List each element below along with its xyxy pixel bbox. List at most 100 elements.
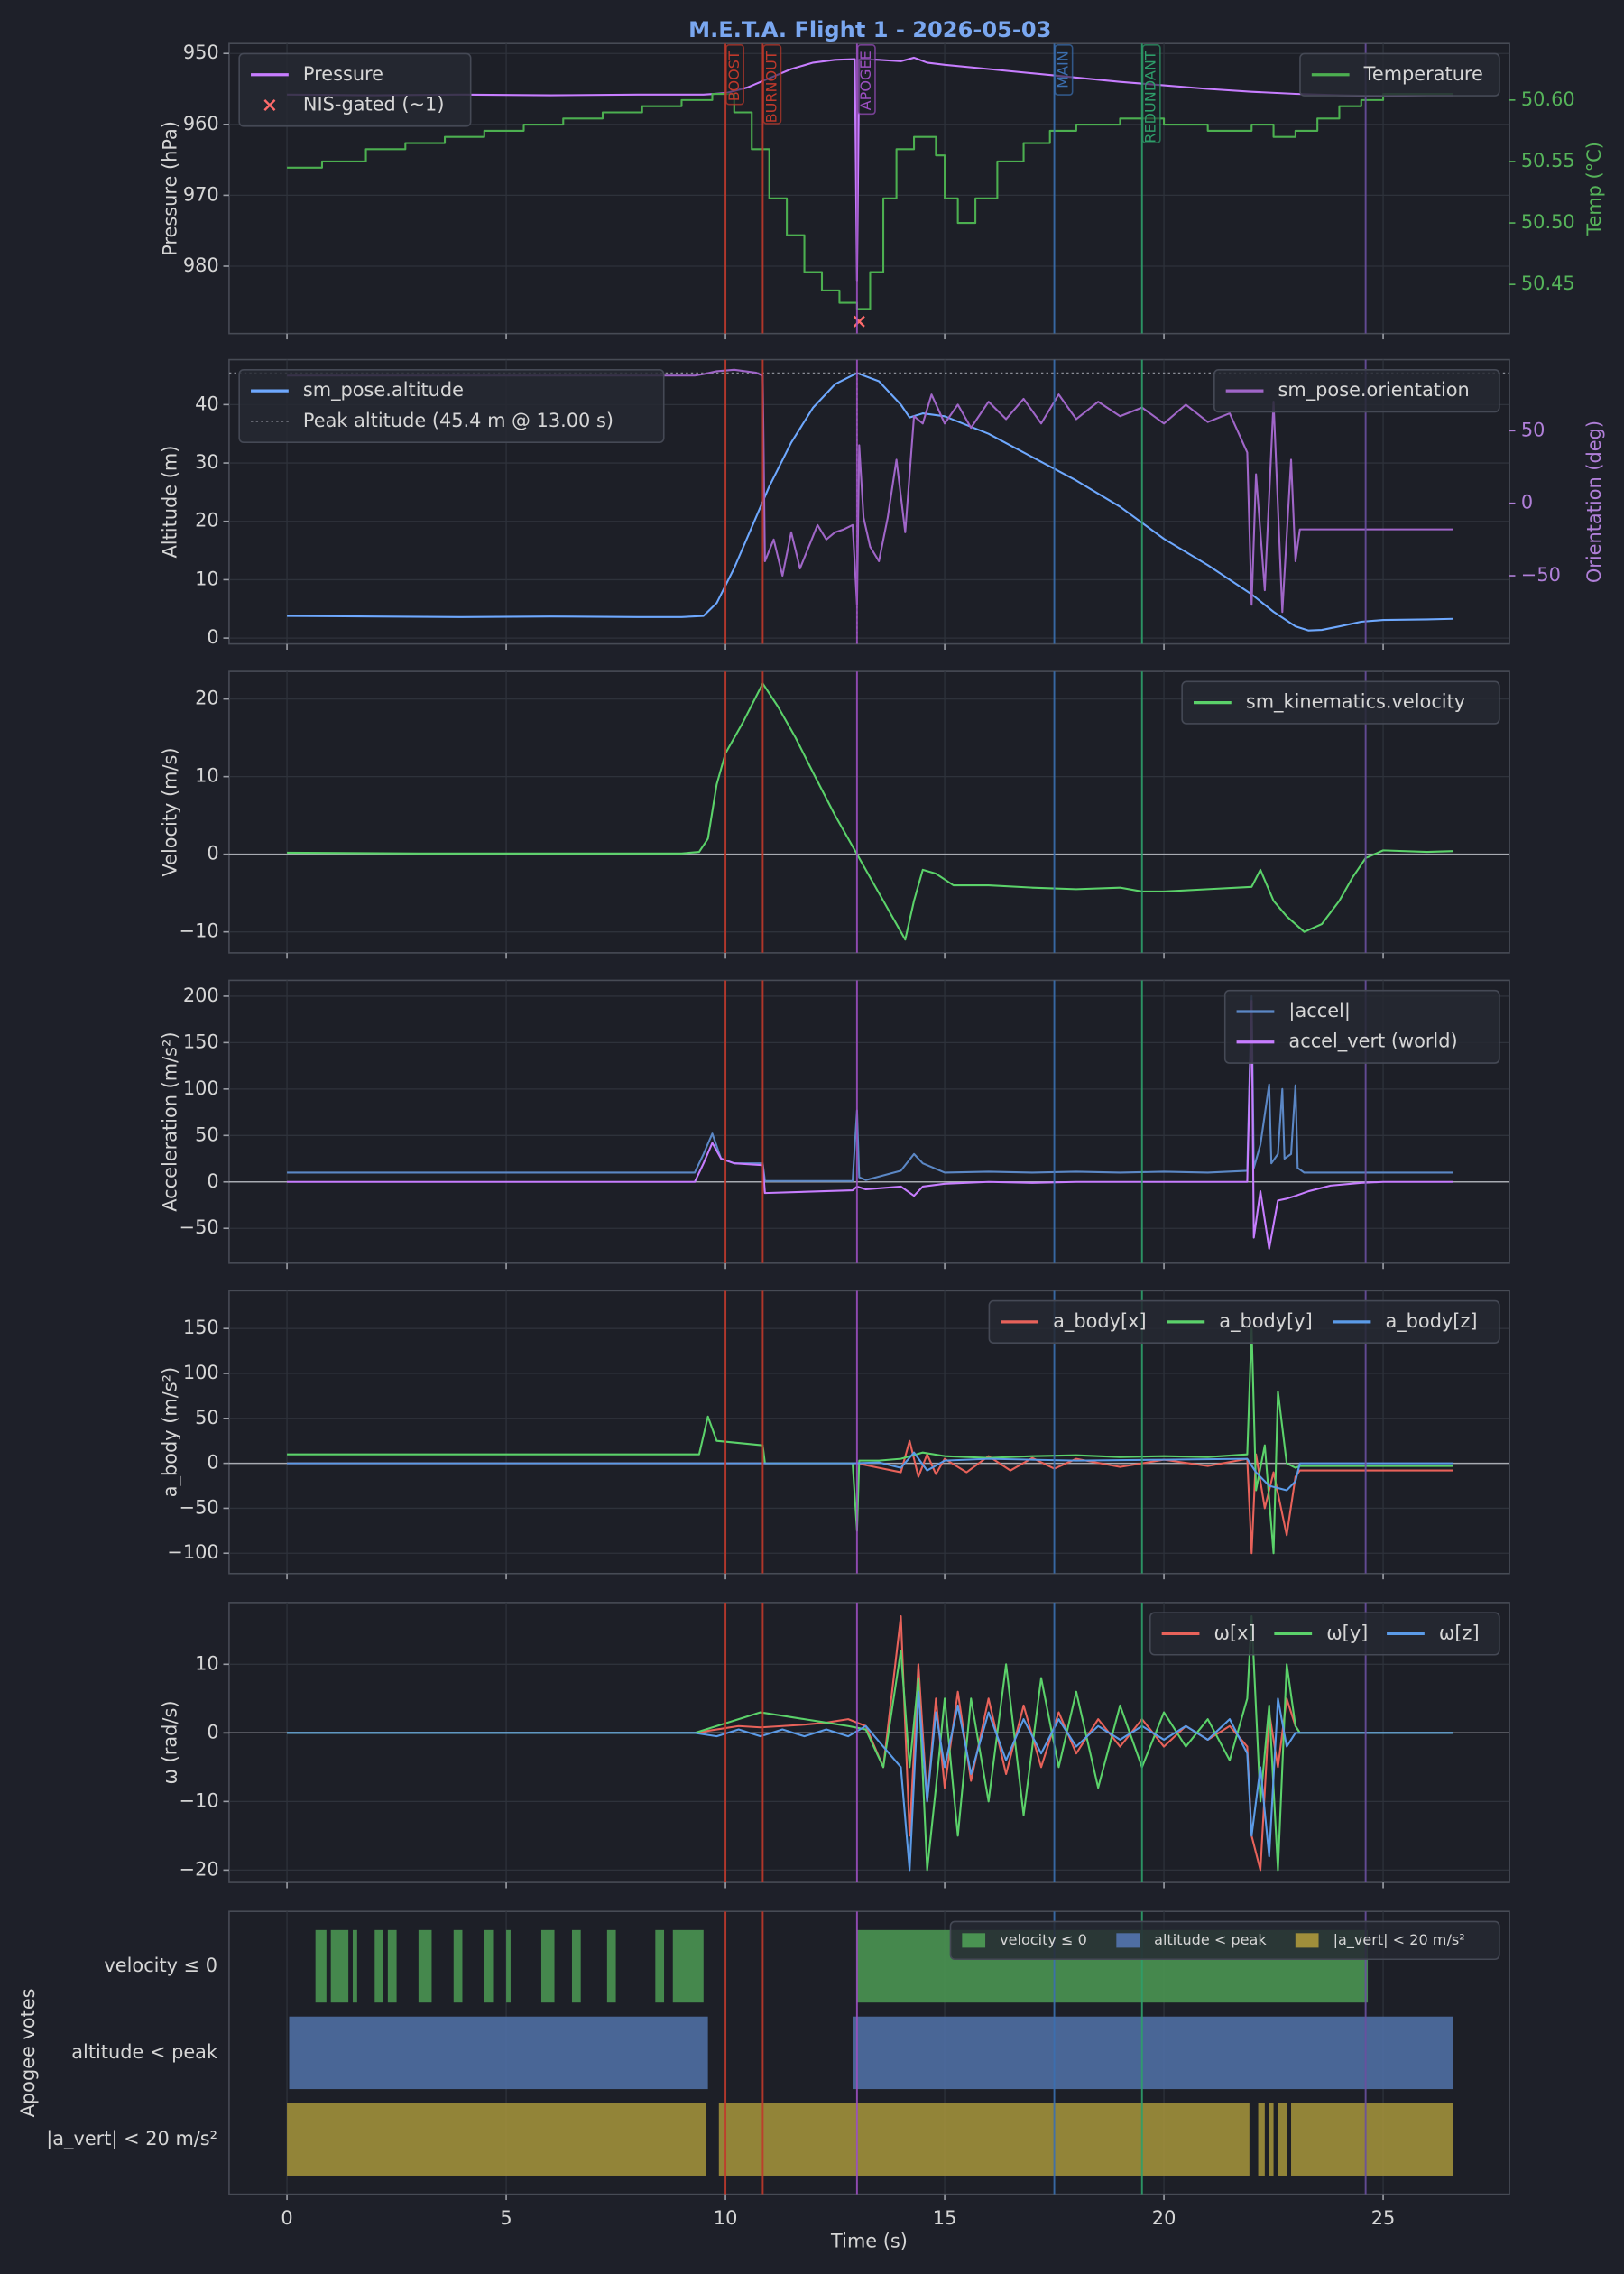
y-category-label: altitude < peak [71,2041,218,2063]
y-tick-label: 100 [183,1362,219,1383]
legend-box [1213,369,1500,413]
event-label-box [762,44,782,125]
legend: sm_kinematics.velocity [1181,680,1500,725]
vote-bar [330,1929,349,2003]
event-label: BURNOUT [762,51,780,123]
event-label: MAIN [1055,51,1072,88]
series-line [287,1615,1453,1872]
vote-bar [606,1929,616,2003]
legend-label: accel_vert (world) [1288,1031,1457,1052]
y-axis-label: ω (rad/s) [160,1701,181,1785]
y-tick-label: 970 [183,183,219,205]
legend-swatch [1116,1933,1140,1948]
event-label-box [1141,44,1161,143]
legend: sm_pose.altitude Peak altitude (45.4 m @ … [238,369,665,443]
vote-bar [1291,2103,1453,2176]
y-tick-label: 10 [195,568,219,589]
y-tick-label: 20 [195,510,219,532]
legend-box [1223,989,1500,1064]
y-tick-label: 200 [183,984,219,1006]
y-axis-label: Acceleration (m/s²) [160,1032,181,1212]
y-tick-label: 0 [207,1170,218,1192]
x-tick-label: 20 [1152,2207,1176,2229]
legend: sm_pose.orientation [1213,369,1500,413]
series-line [287,1615,1453,1872]
legend-swatch [962,1933,986,1948]
vote-bar [672,1929,704,2003]
y-tick-label: 960 [183,113,219,134]
y2-axis-label: Orientation (deg) [1583,421,1605,583]
y-tick-label: 50 [195,1123,219,1145]
legend-label: NIS-gated (~1) [303,94,445,116]
legend-label: Temperature [1363,63,1483,85]
series-line [287,1690,1453,1872]
series-line [287,1451,1453,1492]
vote-bar [287,2103,706,2176]
y-axis-label: Velocity (m/s) [160,747,181,876]
legend-box [1149,1612,1500,1656]
y-tick-label: 150 [183,1317,219,1338]
y-tick-label: 20 [195,688,219,709]
legend-label: a_body[z] [1385,1310,1477,1332]
legend: Temperature [1299,52,1500,97]
y-tick-label: 150 [183,1031,219,1052]
legend: a_body[x] a_body[y] a_body[z] [988,1299,1500,1345]
event-label: APOGEE [857,51,874,110]
legend-label: sm_pose.orientation [1278,379,1470,401]
legend-box [1299,52,1500,97]
legend-label: ω[z] [1439,1622,1480,1643]
y2-tick-label: 50.50 [1521,211,1575,233]
legend-label: |accel| [1288,1000,1350,1022]
vote-bar [484,1929,494,2003]
vote-bar [1269,2103,1274,2176]
vote-bar [1258,2103,1265,2176]
y-tick-label: 50 [195,1407,219,1428]
legend-label: Peak altitude (45.4 m @ 13.00 s) [303,410,614,431]
vote-bar [571,1929,581,2003]
vote-bar [853,2016,1453,2090]
y2-tick-label: 50 [1521,419,1546,440]
y-tick-label: −50 [180,1496,219,1518]
y-tick-label: 10 [195,1652,219,1674]
x-tick-label: 0 [281,2207,292,2229]
y-tick-label: 980 [183,254,219,276]
series-line [287,93,1453,310]
vote-bar [540,1929,555,2003]
vote-bar [387,1929,397,2003]
x-tick-label: 15 [933,2207,957,2229]
vote-bar [374,1929,383,2003]
legend-label: ω[y] [1326,1622,1368,1643]
y2-tick-label: 0 [1521,492,1533,513]
x-axis-label: Time (s) [830,2231,908,2252]
legend-label: Pressure [303,63,383,85]
y2-axis-label: Temp (°C) [1583,142,1605,236]
legend-box [988,1299,1500,1345]
chart-title: M.E.T.A. Flight 1 - 2026-05-03 [688,17,1051,42]
legend-label: a_body[x] [1053,1310,1147,1332]
legend-label: sm_pose.altitude [303,379,464,401]
series-line [287,682,1453,941]
plot-layer [228,359,1510,644]
y2-tick-label: 50.60 [1521,88,1575,110]
y-tick-label: 0 [207,843,218,864]
vote-bar [718,2103,1250,2176]
legend-label: velocity ≤ 0 [1000,1931,1087,1948]
y-axis-label: Altitude (m) [160,446,181,559]
x-tick-label: 5 [500,2207,512,2229]
legend: ω[x] ω[y] ω[z] [1149,1612,1500,1656]
legend: |accel| accel_vert (world) [1223,989,1500,1064]
vote-bar [418,1929,432,2003]
y-tick-label: −50 [180,1216,219,1238]
legend-box [238,52,472,127]
y-tick-label: 0 [207,626,218,648]
vote-bar [506,1929,511,2003]
legend: Pressure NIS-gated (~1) [238,52,472,127]
legend-swatch [1295,1933,1319,1948]
series-line [287,1000,1453,1250]
legend: velocity ≤ 0 altitude < peak |a_vert| < 20… [949,1920,1500,1961]
y-tick-label: 950 [183,42,219,63]
legend-box [1181,680,1500,725]
series-line [287,368,1453,614]
y2-tick-label: 50.55 [1521,150,1575,171]
